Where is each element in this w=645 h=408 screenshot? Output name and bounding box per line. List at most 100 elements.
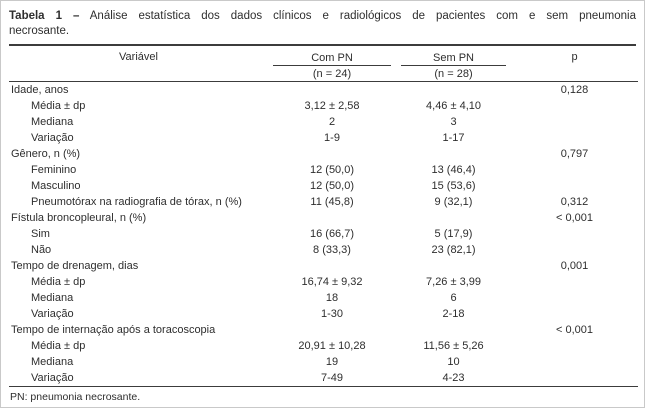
header-row-n: (n = 24) (n = 28) xyxy=(9,66,638,82)
header-variable: Variável xyxy=(119,51,158,63)
table-row: Idade, anos 0,128 xyxy=(9,82,638,99)
caption-line1: Tabela 1 – Análise estatística dos dados… xyxy=(9,9,636,24)
row-label: Masculino xyxy=(31,180,81,192)
table-caption: Tabela 1 – Análise estatística dos dados… xyxy=(9,9,636,39)
row-com-pn-value: 1-30 xyxy=(320,308,344,320)
row-sem-pn-value xyxy=(396,210,511,226)
header-empty-right xyxy=(511,66,638,82)
row-p-value xyxy=(511,178,638,194)
row-label: Tempo de drenagem, dias xyxy=(11,260,139,272)
row-p-value xyxy=(511,130,638,146)
table-row: Gênero, n (%) 0,797 xyxy=(9,146,638,162)
table-row: Mediana 19 10 xyxy=(9,354,638,370)
table-row: Tempo de internação após a toracoscopia … xyxy=(9,322,638,338)
row-label: Variação xyxy=(31,132,74,144)
row-com-pn-value: 1-9 xyxy=(324,132,340,144)
row-p-value xyxy=(511,114,638,130)
header-group-com-pn-label: Com PN xyxy=(273,52,391,66)
header-com-pn-n: (n = 24) xyxy=(268,66,396,82)
table-row: Sim 16 (66,7) 5 (17,9) xyxy=(9,226,638,242)
row-label: Sim xyxy=(31,228,50,240)
row-label: Média ± dp xyxy=(31,276,86,288)
row-p-value: < 0,001 xyxy=(555,212,593,224)
row-p-value xyxy=(511,306,638,322)
row-p-value: 0,312 xyxy=(560,196,589,208)
header-empty-left xyxy=(9,66,268,82)
row-label: Idade, anos xyxy=(11,84,69,96)
row-sem-pn-value: 3 xyxy=(450,116,457,128)
table-row: Mediana 18 6 xyxy=(9,290,638,306)
row-p-value xyxy=(511,274,638,290)
header-group-sem-pn-label: Sem PN xyxy=(401,52,506,66)
row-label: Mediana xyxy=(31,356,74,368)
header-sem-pn-n: (n = 28) xyxy=(396,66,511,82)
row-label: Não xyxy=(31,244,52,256)
row-sem-pn-value: 13 (46,4) xyxy=(431,164,476,176)
row-p-value: 0,128 xyxy=(560,84,589,96)
row-sem-pn-value: 5 (17,9) xyxy=(434,228,473,240)
row-com-pn-value: 12 (50,0) xyxy=(309,164,355,176)
header-group-sem-pn: Sem PN xyxy=(396,46,511,66)
table-body: Idade, anos 0,128 Média ± dp 3,12 ± 2,58… xyxy=(9,82,638,387)
row-p-value xyxy=(511,98,638,114)
row-sem-pn-value xyxy=(396,82,511,99)
row-p-value xyxy=(511,290,638,306)
header-p: p xyxy=(571,51,578,63)
table-row: Média ± dp 3,12 ± 2,58 4,46 ± 4,10 xyxy=(9,98,638,114)
row-com-pn-value: 11 (45,8) xyxy=(310,196,354,208)
table-row: Mediana 2 3 xyxy=(9,114,638,130)
row-com-pn-value: 20,91 ± 10,28 xyxy=(298,340,366,352)
row-p-value: 0,001 xyxy=(560,260,589,272)
row-sem-pn-value xyxy=(396,322,511,338)
table-header: Variável Com PN Sem PN p (n = 24) (n = 2… xyxy=(9,46,638,82)
row-sem-pn-value: 11,56 ± 5,26 xyxy=(423,340,484,352)
row-label: Mediana xyxy=(31,116,74,128)
table-row: Variação 1-9 1-17 xyxy=(9,130,638,146)
row-sem-pn-value: 1-17 xyxy=(442,132,465,144)
row-sem-pn-value: 23 (82,1) xyxy=(431,244,476,256)
header-row-groups: Variável Com PN Sem PN p xyxy=(9,46,638,66)
row-label: Feminino xyxy=(31,164,77,176)
row-com-pn-value: 16 (66,7) xyxy=(309,228,355,240)
caption-table-number: Tabela 1 – xyxy=(9,10,80,22)
top-rule xyxy=(9,44,636,46)
caption-line2: necrosante. xyxy=(9,25,70,37)
row-p-value xyxy=(511,354,638,370)
table-row: Média ± dp 20,91 ± 10,28 11,56 ± 5,26 xyxy=(9,338,638,354)
table-row: Fístula broncopleural, n (%) < 0,001 xyxy=(9,210,638,226)
row-label: Fístula broncopleural, n (%) xyxy=(11,212,147,224)
table-row: Tempo de drenagem, dias 0,001 xyxy=(9,258,638,274)
row-sem-pn-value: 2-18 xyxy=(442,308,465,320)
row-sem-pn-value: 4-23 xyxy=(442,372,465,384)
row-p-value xyxy=(511,242,638,258)
row-p-value: < 0,001 xyxy=(555,324,593,336)
row-p-value: 0,797 xyxy=(560,148,589,160)
header-group-com-pn: Com PN xyxy=(268,46,396,66)
row-com-pn-value: 19 xyxy=(325,356,339,368)
row-com-pn-value: 2 xyxy=(328,116,336,128)
row-p-value xyxy=(511,226,638,242)
table-row: Pneumotórax na radiografia de tórax, n (… xyxy=(9,194,638,210)
row-label: Tempo de internação após a toracoscopia xyxy=(11,324,216,336)
row-com-pn-value xyxy=(268,258,396,274)
row-label: Média ± dp xyxy=(31,100,86,112)
row-com-pn-value xyxy=(268,210,396,226)
table-row: Média ± dp 16,74 ± 9,32 7,26 ± 3,99 xyxy=(9,274,638,290)
table-row: Variação 7-49 4-23 xyxy=(9,370,638,386)
row-com-pn-value: 18 xyxy=(325,292,339,304)
row-com-pn-value xyxy=(268,82,396,99)
row-sem-pn-value: 15 (53,6) xyxy=(431,180,476,192)
row-sem-pn-value xyxy=(396,258,511,274)
row-com-pn-value xyxy=(268,322,396,338)
row-label: Variação xyxy=(31,372,74,384)
row-label: Pneumotórax na radiografia de tórax, n (… xyxy=(31,196,242,208)
row-sem-pn-value: 4,46 ± 4,10 xyxy=(426,100,481,112)
table-row: Não 8 (33,3) 23 (82,1) xyxy=(9,242,638,258)
row-sem-pn-value: 6 xyxy=(450,292,457,304)
row-com-pn-value: 16,74 ± 9,32 xyxy=(301,276,363,288)
row-com-pn-value xyxy=(268,146,396,162)
row-p-value xyxy=(511,370,638,386)
statistics-table: Variável Com PN Sem PN p (n = 24) (n = 2… xyxy=(9,46,638,386)
